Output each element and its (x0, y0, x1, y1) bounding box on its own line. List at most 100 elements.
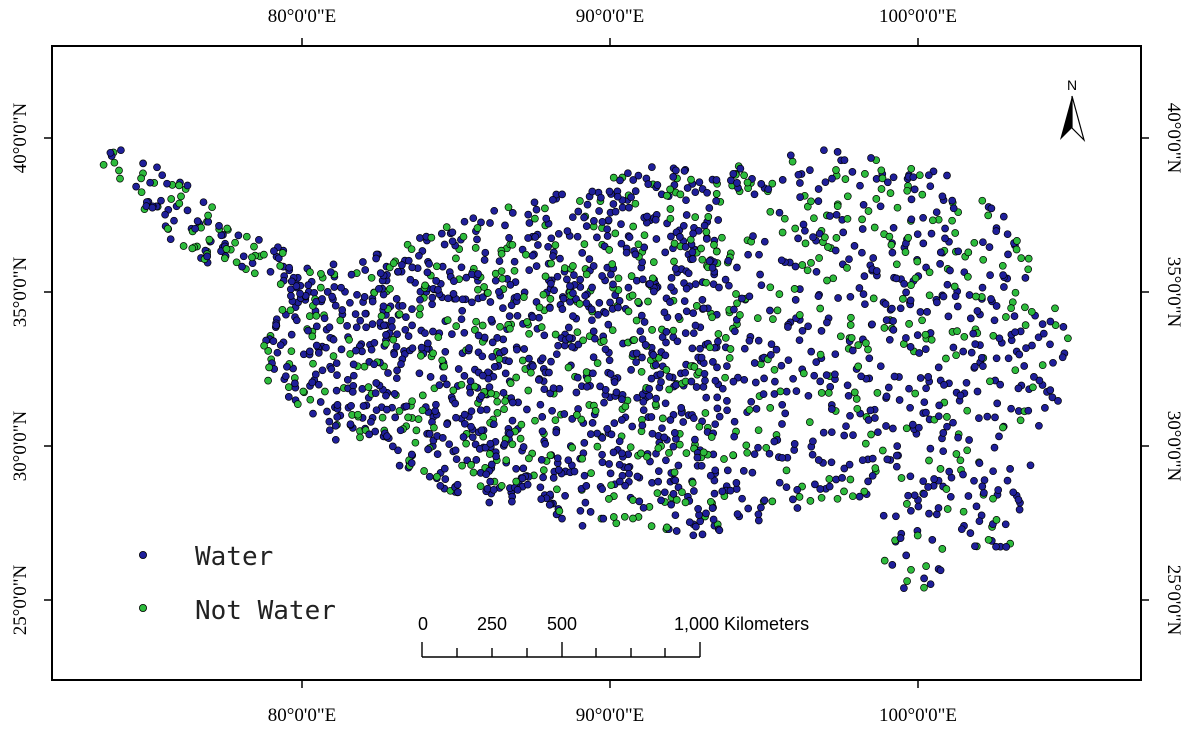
sample-point (926, 580, 935, 589)
sample-point (531, 416, 539, 425)
sample-point (148, 203, 157, 212)
sample-point (770, 437, 779, 446)
sample-point (648, 429, 657, 438)
sample-point (306, 268, 314, 277)
sample-point (638, 353, 646, 362)
sample-point (309, 409, 317, 418)
sample-point (921, 345, 930, 353)
sample-point (499, 304, 507, 312)
sample-point (930, 475, 938, 483)
sample-point (435, 381, 444, 389)
sample-point (905, 384, 913, 393)
legend-not-water-label: Not Water (195, 596, 336, 626)
sample-point (752, 405, 761, 413)
sample-point (626, 443, 635, 452)
sample-point (570, 271, 578, 279)
sample-point (487, 315, 496, 324)
sample-point (486, 219, 494, 227)
sample-point (536, 400, 545, 409)
sample-point (269, 337, 278, 345)
sample-point (924, 171, 933, 180)
sample-point (469, 214, 478, 223)
sample-point (415, 310, 424, 319)
sample-point (778, 453, 787, 462)
sample-point (408, 321, 416, 330)
sample-point (738, 294, 746, 303)
sample-point (653, 489, 662, 497)
sample-point (967, 348, 976, 357)
sample-point (607, 430, 616, 439)
sample-point (605, 495, 613, 503)
sample-point (938, 192, 947, 201)
sample-point (1001, 520, 1010, 529)
sample-point (472, 317, 480, 326)
sample-point (846, 292, 855, 301)
sample-point (491, 276, 500, 285)
sample-point (836, 332, 845, 341)
sample-point (506, 324, 514, 333)
sample-point (309, 359, 317, 368)
sample-point (986, 271, 994, 279)
sample-point (909, 173, 918, 182)
sample-point (474, 331, 483, 340)
sample-point (588, 419, 597, 427)
sample-point (524, 234, 532, 242)
sample-point (548, 406, 556, 415)
sample-point (371, 389, 380, 397)
sample-point (520, 293, 528, 301)
sample-point (889, 424, 897, 433)
sample-point (500, 405, 508, 413)
sample-point (204, 211, 212, 220)
sample-point (866, 406, 875, 415)
sample-point (892, 260, 901, 269)
sample-point (570, 467, 579, 476)
sample-point (351, 310, 360, 318)
sample-point (904, 491, 912, 500)
sample-point (368, 320, 377, 328)
sample-point (1014, 495, 1023, 504)
sample-point (332, 386, 341, 395)
sample-point (223, 224, 232, 233)
sample-point (639, 406, 648, 414)
sample-point (428, 293, 437, 302)
sample-point (661, 399, 670, 408)
sample-point (698, 296, 707, 304)
sample-point (766, 207, 775, 216)
sample-point (767, 350, 775, 359)
sample-point (177, 192, 185, 201)
sample-point (638, 421, 647, 430)
sample-point (708, 263, 717, 272)
sample-point (666, 298, 674, 306)
sample-point (495, 287, 503, 296)
sample-point (618, 395, 626, 404)
sample-point (749, 232, 757, 240)
sample-point (452, 455, 461, 464)
sample-point (999, 212, 1008, 221)
sample-point (795, 493, 804, 501)
sample-point (973, 307, 982, 315)
sample-point (513, 311, 522, 320)
sample-point (589, 327, 598, 336)
sample-point (568, 213, 577, 222)
sample-point (987, 295, 995, 303)
sample-point (729, 451, 737, 459)
sample-point (629, 496, 637, 504)
sample-point (449, 386, 458, 395)
sample-point (633, 393, 641, 402)
sample-point (508, 440, 517, 449)
sample-point (880, 556, 889, 565)
sample-point (330, 283, 339, 291)
sample-point (751, 378, 760, 387)
sample-point (975, 459, 984, 468)
sample-point (524, 210, 533, 219)
sample-point (821, 233, 829, 242)
frame-ticks (44, 38, 1149, 688)
sample-point (794, 234, 802, 243)
sample-point (284, 383, 293, 391)
sample-point (817, 389, 826, 397)
sample-point (490, 362, 499, 371)
sample-point (611, 229, 620, 238)
sample-point (665, 385, 674, 394)
sample-point (508, 416, 517, 425)
sample-point (681, 498, 690, 507)
